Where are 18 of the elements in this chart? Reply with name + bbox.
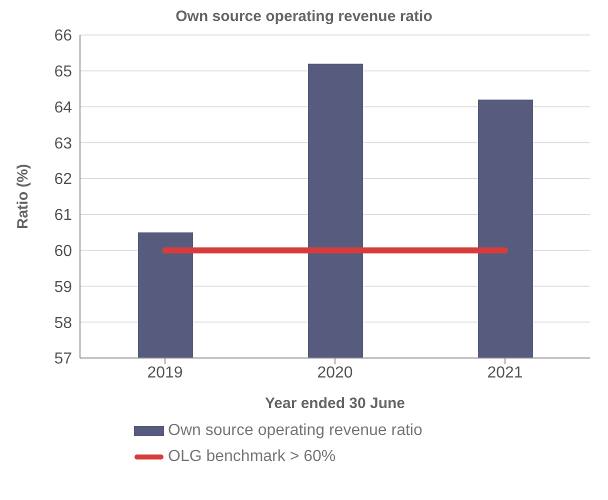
y-tick-label: 60 [54,243,72,260]
y-tick-label: 62 [54,171,72,188]
chart-title: Own source operating revenue ratio [174,8,434,25]
y-tick-label: 57 [54,350,72,368]
y-tick-label: 58 [54,314,72,332]
y-tick-label: 66 [54,28,72,45]
x-tick-label: 2020 [317,364,353,382]
y-tick-label: 63 [54,135,72,152]
x-axis-title: Year ended 30 June [264,395,406,412]
y-axis-title: Ratio (%) [14,164,32,229]
y-tick-label: 64 [54,99,72,116]
y-tick-label: 61 [54,207,72,224]
legend-label: Own source operating revenue ratio [168,422,422,440]
x-tick-label: 2019 [147,364,183,382]
y-tick-label: 65 [54,64,72,81]
x-tick-label: 2021 [487,364,523,382]
legend-label: OLG benchmark > 60% [168,448,336,466]
y-tick-label: 59 [54,278,72,296]
